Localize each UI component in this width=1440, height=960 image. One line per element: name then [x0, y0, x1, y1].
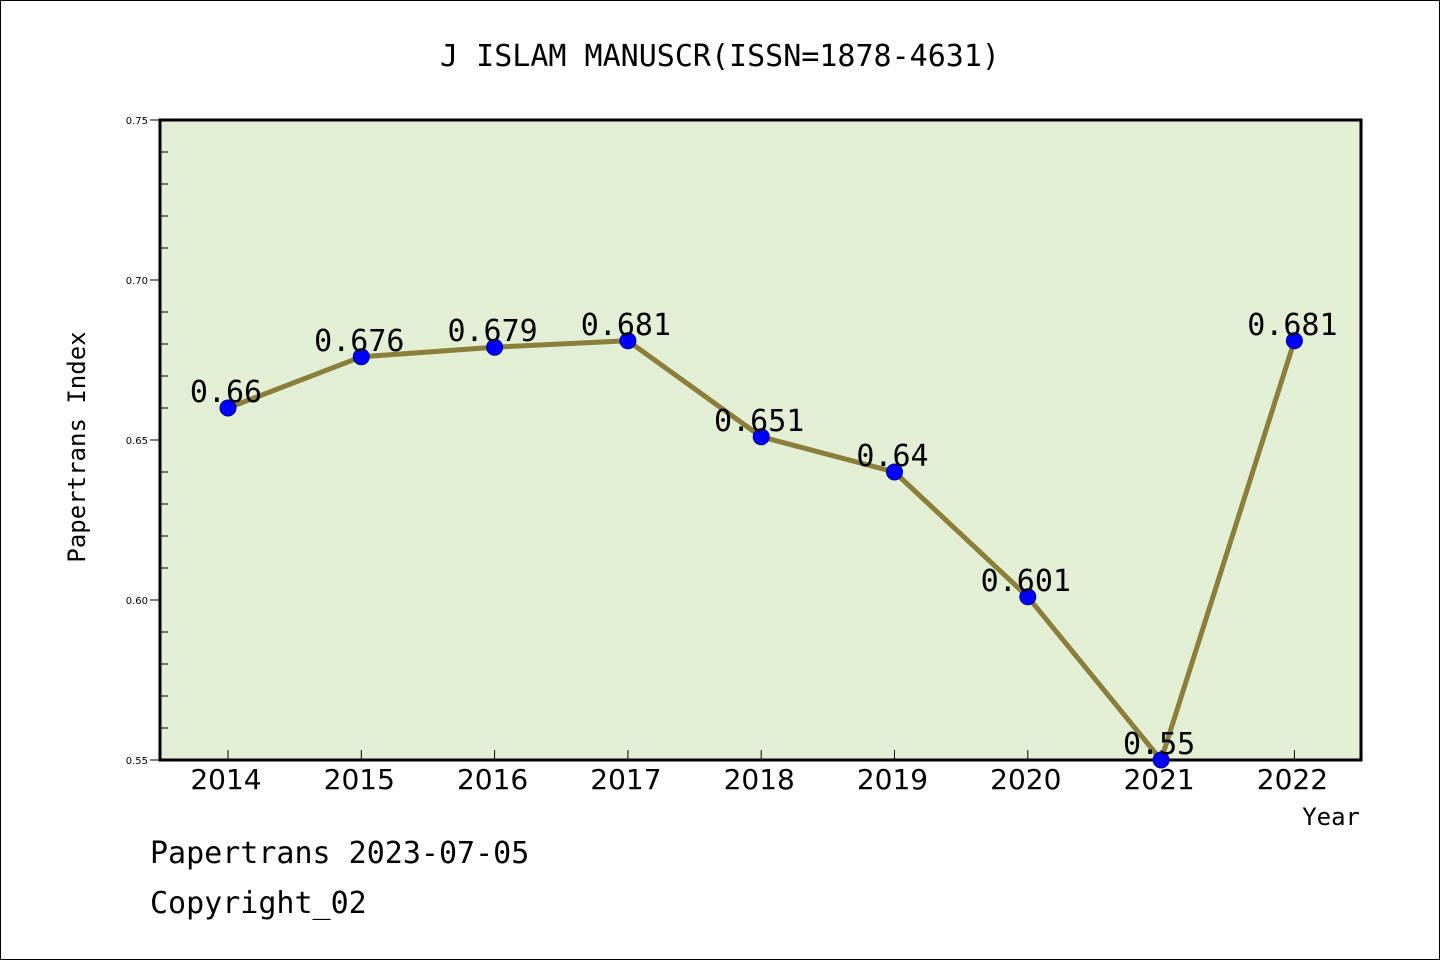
y-axis-title: Papertrans Index	[63, 331, 91, 562]
y-tick-label: 0.70	[126, 276, 148, 287]
x-axis-title: Year	[1302, 803, 1360, 831]
y-tick-label: 0.55	[126, 756, 148, 767]
y-tick-label: 0.60	[126, 596, 148, 607]
footer-copyright-line: Copyright_02	[150, 886, 367, 921]
data-point	[1019, 588, 1037, 606]
data-point	[619, 332, 637, 350]
chart-title: J ISLAM MANUSCR(ISSN=1878-4631)	[440, 39, 1000, 74]
data-label: 0.681	[581, 308, 671, 343]
data-point	[752, 428, 770, 446]
data-label: 0.681	[1247, 308, 1337, 343]
data-label: 0.651	[714, 404, 804, 439]
y-tick-label: 0.65	[126, 436, 148, 447]
footer-date-line: Papertrans 2023-07-05	[150, 836, 530, 871]
data-point	[1152, 751, 1170, 769]
x-tick-label: 2014	[190, 763, 261, 796]
x-tick-label: 2019	[857, 763, 928, 796]
x-tick-label: 2016	[457, 763, 528, 796]
data-point	[886, 463, 903, 481]
x-tick-label: 2015	[324, 763, 395, 796]
data-label: 0.66	[190, 375, 262, 410]
data-label: 0.64	[856, 439, 928, 474]
y-tick-label: 0.75	[126, 116, 148, 127]
data-point	[352, 348, 370, 366]
data-point	[486, 338, 504, 356]
data-label: 0.55	[1123, 727, 1195, 762]
data-point	[219, 399, 237, 417]
x-tick-label: 2018	[724, 763, 795, 796]
data-label: 0.679	[447, 314, 537, 349]
data-label: 0.601	[981, 564, 1071, 599]
x-tick-label: 2017	[590, 763, 661, 796]
x-tick-label: 2020	[990, 763, 1061, 796]
x-tick-label: 2021	[1123, 763, 1194, 796]
data-point	[1285, 332, 1303, 350]
data-label: 0.676	[314, 324, 404, 359]
x-tick-label: 2022	[1257, 763, 1328, 796]
